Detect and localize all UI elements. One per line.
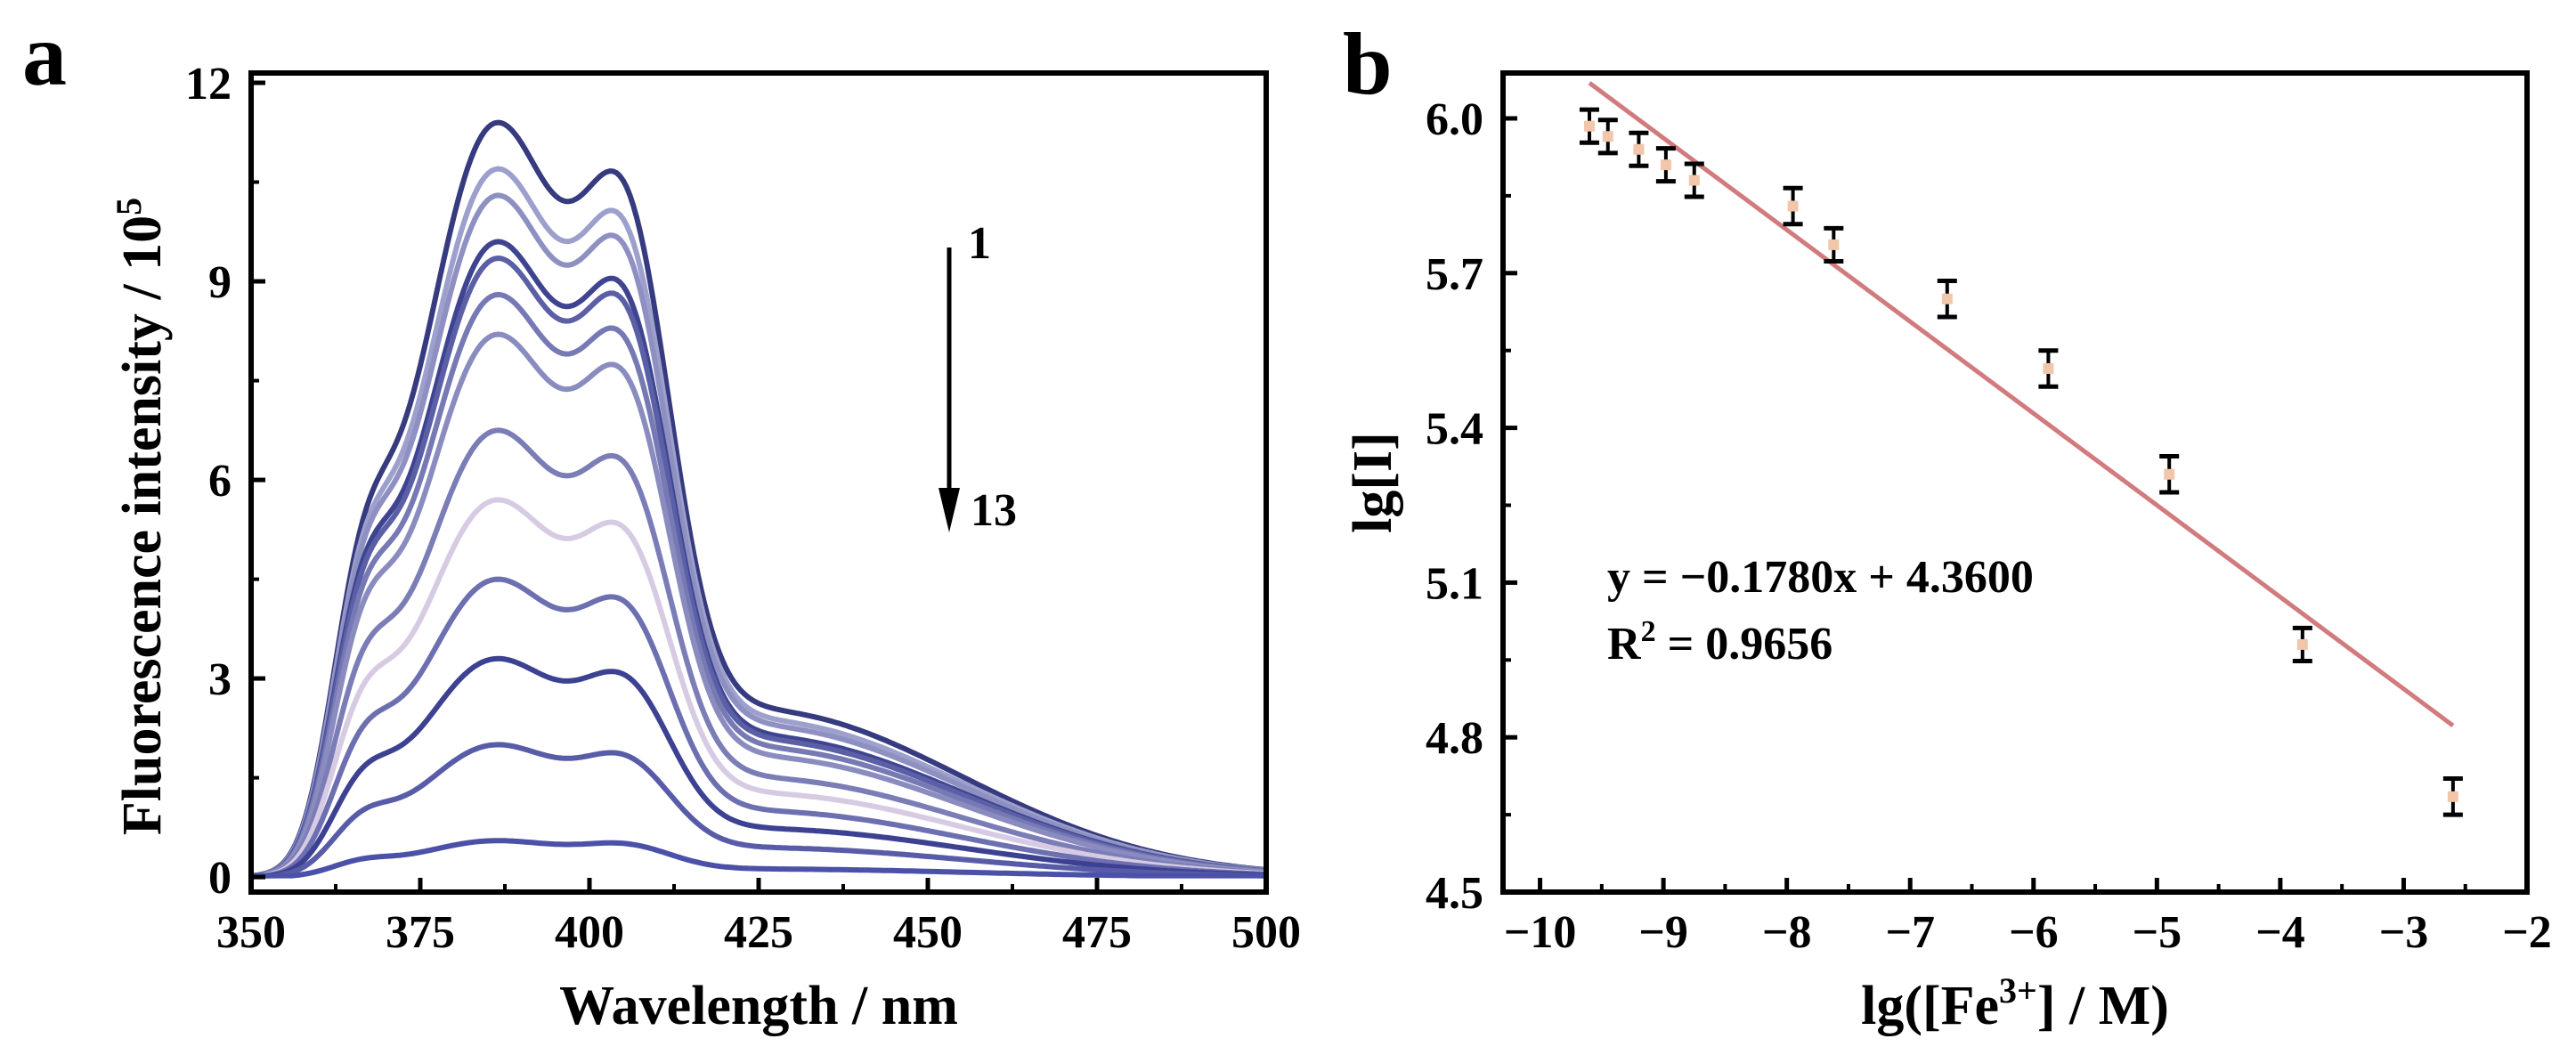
spectrum-series-5 bbox=[251, 256, 1267, 879]
x-tick-label: 500 bbox=[1231, 907, 1301, 958]
panel-a-y-axis-title-main: Fluorescence intensity / 10 bbox=[112, 215, 173, 835]
panel-b-x-axis-title-sup: 3+ bbox=[1999, 970, 2037, 1010]
y-tick-label: 5.7 bbox=[1426, 249, 1483, 300]
fit-r-squared: R2 = 0.9656 bbox=[1607, 615, 1832, 670]
fit-line bbox=[1588, 81, 2455, 727]
data-point-group bbox=[1783, 185, 1803, 227]
data-point bbox=[1787, 200, 1799, 212]
panel-b-y-ticks: 4.5 4.8 5.1 5.4 5.7 6.0 bbox=[1426, 94, 1517, 919]
data-point bbox=[2043, 362, 2054, 374]
y-tick-label: 12 bbox=[185, 59, 232, 110]
y-tick-label: 9 bbox=[208, 257, 232, 308]
fit-r-squared-pre: R bbox=[1607, 619, 1642, 670]
x-tick-label: −4 bbox=[2255, 907, 2305, 958]
spectrum-series-4 bbox=[251, 239, 1267, 879]
panel-b-frame bbox=[1500, 70, 2530, 895]
x-tick-label: −6 bbox=[2009, 907, 2059, 958]
data-point-group bbox=[2159, 453, 2180, 495]
x-tick-label: −7 bbox=[1885, 907, 1935, 958]
spectrum-series-13 bbox=[251, 838, 1266, 879]
x-tick-label: −3 bbox=[2379, 907, 2429, 958]
panel-a-x-ticks: 350 375 400 425 450 475 500 bbox=[216, 878, 1301, 958]
panel-b-label: b bbox=[1343, 14, 1393, 113]
data-point bbox=[1688, 174, 1700, 186]
y-tick-label: 6 bbox=[208, 456, 232, 507]
panel-a-y-axis-title: Fluorescence intensity / 105 bbox=[109, 198, 173, 835]
panel-a-x-axis-title: Wavelength / nm bbox=[559, 976, 958, 1036]
y-tick-label: 5.1 bbox=[1426, 558, 1483, 609]
fit-r-squared-sup: 2 bbox=[1641, 615, 1656, 648]
panel-b-y-axis-title: lg[I] bbox=[1343, 432, 1403, 533]
y-tick-label: 6.0 bbox=[1426, 94, 1483, 145]
arrow-head bbox=[939, 488, 960, 532]
panel-a-frame bbox=[248, 70, 1269, 895]
y-tick-label: 4.8 bbox=[1426, 713, 1483, 764]
x-tick-label: 400 bbox=[555, 907, 624, 958]
panel-a-y-ticks: 0 3 6 9 12 bbox=[185, 59, 265, 904]
data-point bbox=[2296, 638, 2308, 650]
data-point-group bbox=[1579, 107, 1599, 145]
data-point bbox=[1583, 120, 1595, 132]
data-point-group bbox=[1684, 161, 1704, 199]
spectrum-series-11 bbox=[251, 655, 1267, 879]
data-point bbox=[1602, 131, 1613, 142]
data-point-group bbox=[1629, 130, 1649, 168]
data-point bbox=[1828, 239, 1840, 250]
spectra-curves bbox=[250, 119, 1267, 879]
panel-b: b −10 −9 −8 −7 −6 −5 −4 −3 −2 4.5 4.8 5.1 5.4 5.7 6.0… bbox=[1343, 14, 2552, 1036]
fit-r-squared-post: = 0.9656 bbox=[1656, 619, 1833, 670]
panel-b-x-ticks: −10 −9 −8 −7 −6 −5 −4 −3 −2 bbox=[1504, 878, 2552, 958]
x-tick-label: 425 bbox=[724, 907, 793, 958]
spectrum-series-8 bbox=[251, 427, 1267, 879]
spectrum-series-10 bbox=[251, 576, 1267, 879]
spectrum-series-7 bbox=[251, 331, 1267, 879]
panel-b-x-axis-title: lg([Fe3+] / M) bbox=[1861, 970, 2169, 1036]
y-tick-label: 3 bbox=[208, 654, 232, 705]
data-point-group bbox=[1597, 118, 1618, 156]
arrow-end-label: 13 bbox=[971, 485, 1017, 536]
y-tick-label: 4.5 bbox=[1426, 868, 1483, 919]
x-tick-label: −10 bbox=[1504, 907, 1577, 958]
y-tick-label: 0 bbox=[208, 853, 232, 904]
x-tick-label: −8 bbox=[1762, 907, 1812, 958]
spectrum-series-12 bbox=[251, 742, 1266, 879]
fit-equation: y = −0.1780x + 4.3600 bbox=[1607, 552, 2034, 603]
x-tick-label: −5 bbox=[2133, 907, 2182, 958]
panel-a: a 350 375 400 425 450 475 500 0 3 6 9 12 Wavelengt… bbox=[22, 5, 1301, 1036]
x-tick-label: 450 bbox=[893, 907, 963, 958]
data-point bbox=[2447, 791, 2458, 802]
panel-b-x-axis-title-post: ] / M) bbox=[2037, 976, 2169, 1036]
data-point-group bbox=[2292, 625, 2312, 663]
data-point bbox=[2164, 468, 2175, 480]
data-point-group bbox=[2038, 348, 2059, 389]
y-tick-label: 5.4 bbox=[1426, 404, 1483, 455]
panel-b-x-axis-title-pre: lg([Fe bbox=[1861, 976, 1999, 1036]
series-order-arrow: 1 13 bbox=[939, 218, 1017, 536]
x-tick-label: 350 bbox=[216, 907, 286, 958]
data-points bbox=[1579, 107, 2463, 817]
data-point-group bbox=[1824, 225, 1844, 264]
data-point-group bbox=[1937, 278, 1957, 320]
data-point bbox=[1941, 293, 1953, 304]
panel-a-y-axis-title-exponent: 5 bbox=[109, 198, 149, 215]
fit-line-group bbox=[1588, 81, 2455, 727]
x-tick-label: −9 bbox=[1638, 907, 1688, 958]
panel-a-label: a bbox=[22, 5, 67, 104]
arrow-start-label: 1 bbox=[968, 218, 991, 269]
data-point-group bbox=[2442, 776, 2463, 817]
x-tick-label: 475 bbox=[1062, 907, 1132, 958]
x-tick-label: −2 bbox=[2502, 907, 2552, 958]
x-tick-label: 375 bbox=[386, 907, 455, 958]
data-point-group bbox=[1655, 146, 1676, 184]
data-point bbox=[1660, 159, 1671, 171]
spectrum-series-9 bbox=[251, 497, 1267, 879]
data-point bbox=[1633, 143, 1645, 155]
